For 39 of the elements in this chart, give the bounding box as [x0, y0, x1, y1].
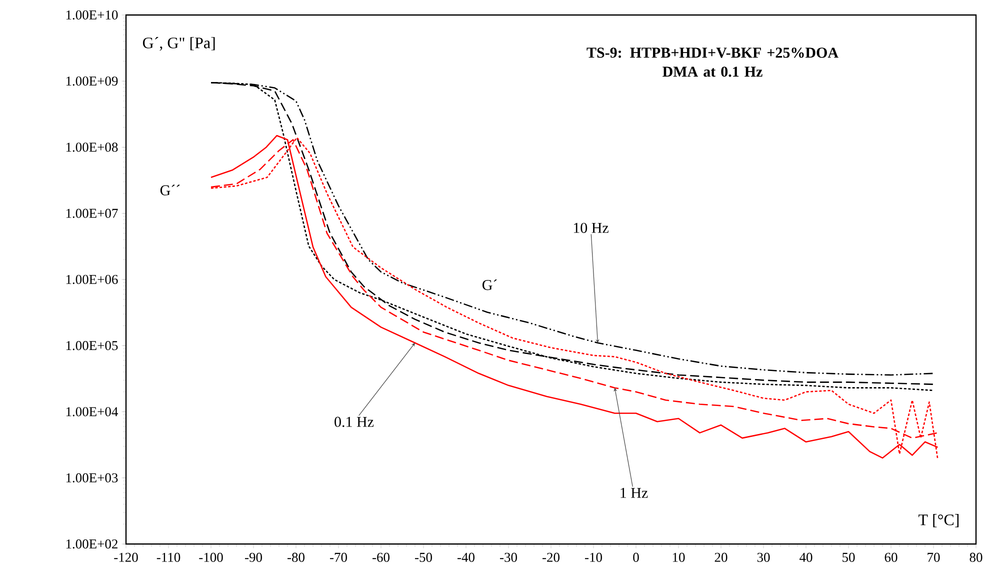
x-tick-label: -80: [288, 552, 304, 562]
annotation: 1 Hz: [620, 488, 648, 498]
x-tick-label: -50: [415, 552, 432, 562]
x-tick-label: -120: [114, 552, 138, 562]
x-tick-label: -40: [458, 552, 474, 562]
x-axis-title: T [°C]: [918, 514, 959, 528]
x-tick-label: 30: [757, 552, 770, 562]
y-tick-label: 1.00E+02: [66, 539, 118, 549]
text: DMA at 0.1 Hz: [662, 66, 762, 77]
x-tick-label: -10: [585, 552, 602, 562]
annotation: 10 Hz: [574, 222, 608, 233]
x-tick-label: 80: [970, 552, 982, 562]
x-tick-label: -70: [330, 552, 347, 562]
x-tick-label: -20: [542, 552, 560, 562]
annotation: 0.1 Hz: [334, 416, 374, 427]
y-tick-label: 1.00E+08: [66, 142, 118, 152]
y-tick-label: 1.00E+09: [66, 76, 118, 86]
x-tick-label: 70: [928, 552, 940, 562]
text: TS-9: HTPB+HDI+V-BKF +25%DOA: [586, 48, 838, 58]
x-tick-label: 40: [800, 552, 812, 562]
x-tick-label: -90: [245, 552, 262, 562]
y-tick-label: 1.00E+03: [66, 473, 118, 482]
y-tick-label: 1.00E+07: [66, 208, 118, 218]
x-tick-label: 0: [633, 552, 639, 562]
x-tick-label: 50: [842, 552, 855, 562]
x-tick-label: 60: [884, 552, 898, 562]
x-tick-label: -30: [500, 552, 517, 562]
y-axis-title: G´, G" [Pa]: [142, 37, 215, 51]
x-tick-label: -60: [372, 552, 390, 562]
annotation: G´´: [160, 184, 180, 196]
y-tick-label: 1.00E+10: [66, 10, 118, 20]
x-tick-label: 10: [672, 552, 685, 562]
x-tick-label: -100: [199, 552, 223, 562]
y-tick-label: 1.00E+04: [66, 407, 118, 416]
y-tick-label: 1.00E+05: [66, 341, 118, 350]
y-tick-label: 1.00E+06: [66, 274, 118, 284]
x-tick-label: 20: [714, 552, 728, 562]
x-tick-label: -110: [156, 552, 180, 562]
annotation: G´: [482, 279, 497, 290]
